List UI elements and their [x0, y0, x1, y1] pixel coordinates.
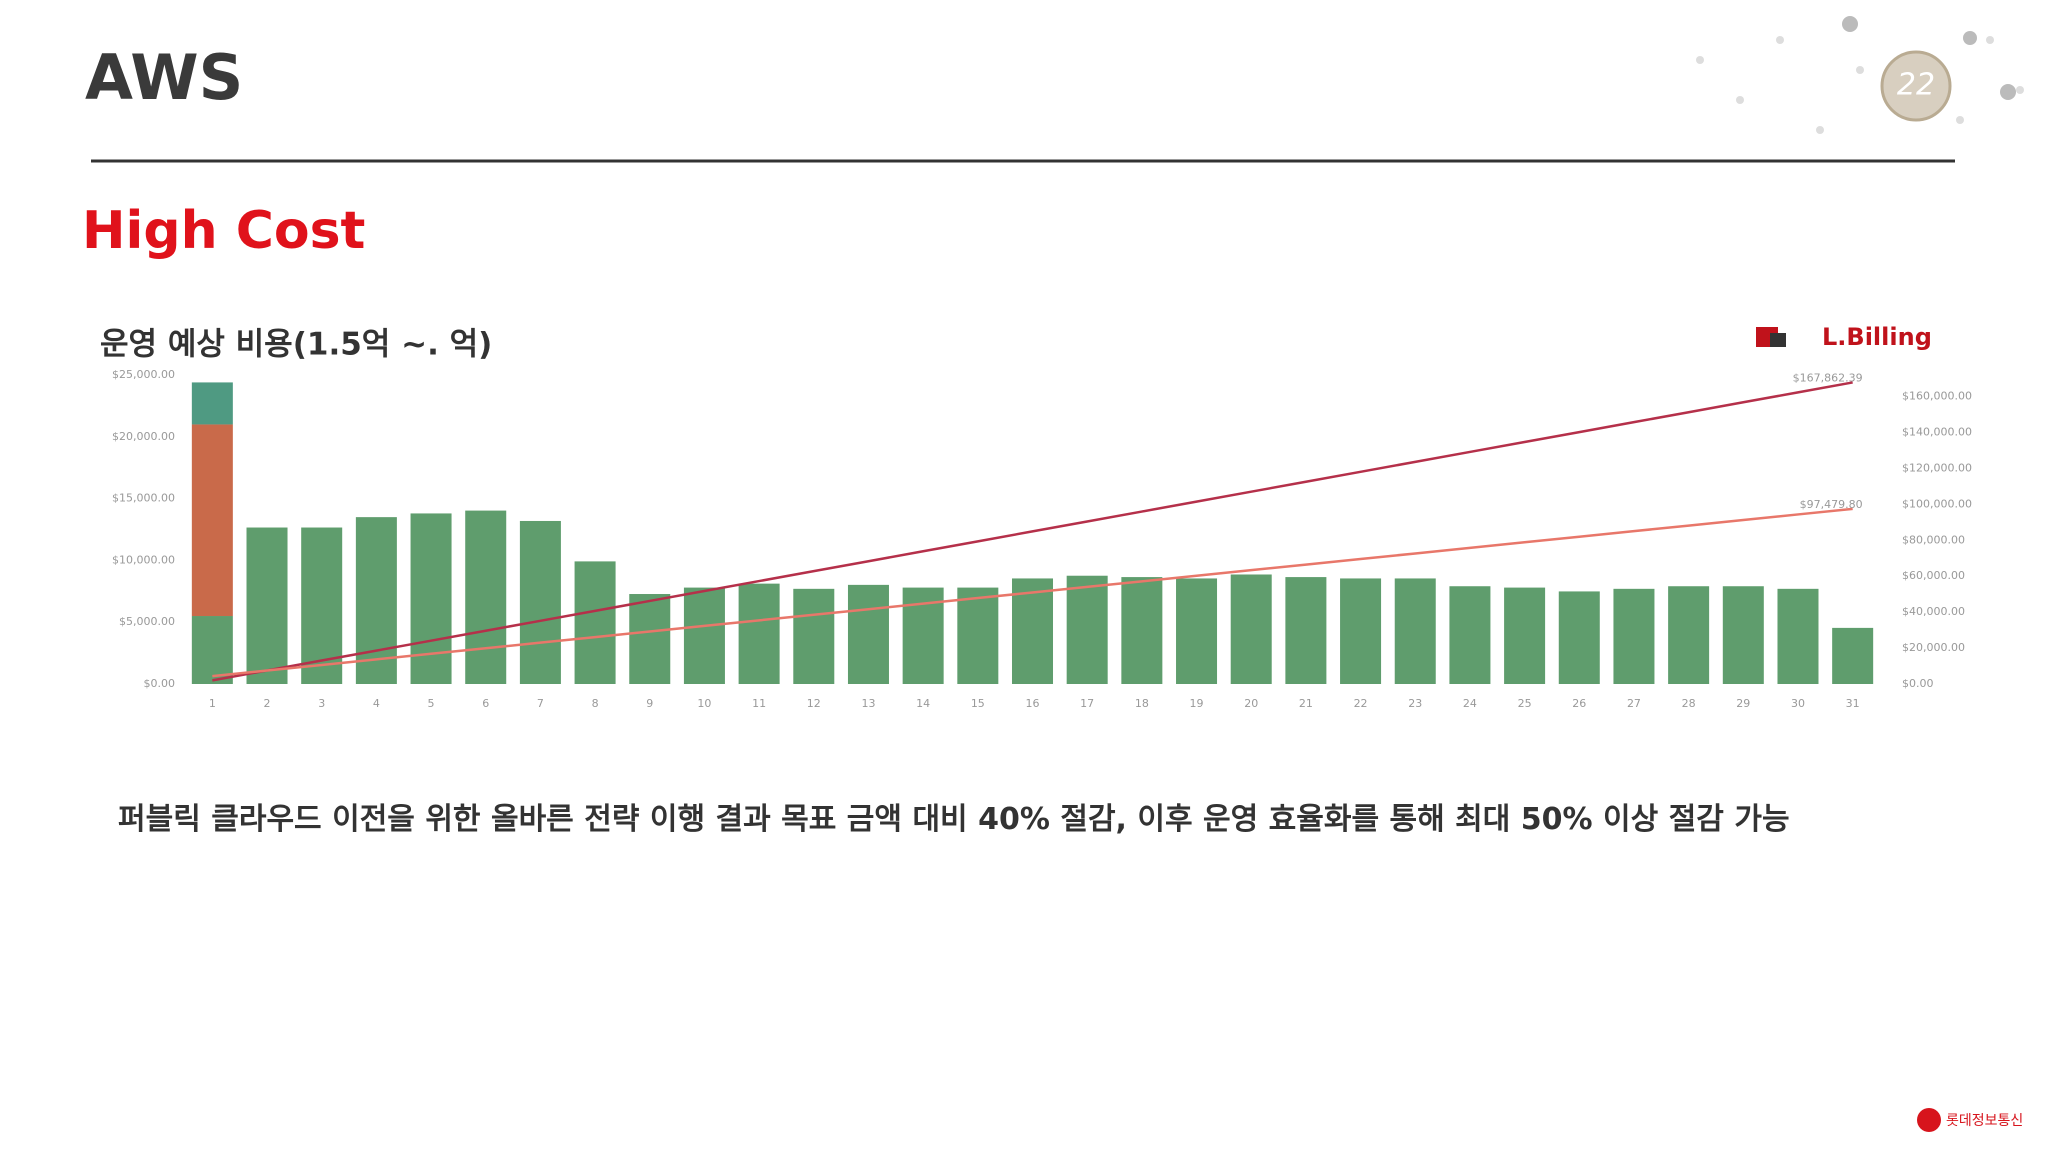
x-tick-label: 24 [1463, 697, 1477, 710]
bar [738, 583, 780, 684]
bar [246, 527, 288, 684]
x-tick-label: 27 [1627, 697, 1641, 710]
y-tick-label: $10,000.00 [112, 553, 175, 566]
bar [1668, 586, 1710, 684]
bar [847, 584, 889, 684]
x-tick-label: 12 [807, 697, 821, 710]
x-tick-label: 29 [1736, 697, 1750, 710]
x-tick-label: 21 [1299, 697, 1313, 710]
y-tick-label: $15,000.00 [112, 492, 175, 505]
x-tick-label: 11 [752, 697, 766, 710]
bar [1558, 591, 1600, 684]
y-tick-label: $20,000.00 [112, 430, 175, 443]
data-label: $167,862.39 [1793, 371, 1863, 384]
x-tick-label: 3 [318, 697, 325, 710]
y2-tick-label: $40,000.00 [1902, 605, 1965, 618]
footer-logo-mark [1917, 1108, 1941, 1132]
bar [1504, 587, 1546, 684]
y-tick-label: $5,000.00 [119, 615, 175, 628]
x-tick-label: 10 [697, 697, 711, 710]
bar [957, 587, 999, 684]
x-tick-label: 25 [1518, 697, 1532, 710]
bar [1449, 586, 1491, 684]
billing-logo [1756, 327, 1786, 347]
x-tick-label: 16 [1026, 697, 1040, 710]
decoration [1696, 16, 2024, 134]
x-tick-label: 13 [861, 697, 875, 710]
bar [683, 587, 725, 684]
y-tick-label: $25,000.00 [112, 368, 175, 381]
bar [1340, 578, 1382, 684]
x-tick-label: 8 [592, 697, 599, 710]
y2-tick-label: $100,000.00 [1902, 497, 1972, 510]
x-tick-label: 9 [646, 697, 653, 710]
bar [1011, 578, 1054, 684]
bar [793, 588, 835, 684]
bar [465, 510, 507, 684]
x-tick-label: 4 [373, 697, 380, 710]
y2-tick-label: $120,000.00 [1902, 461, 1972, 474]
bar [519, 520, 561, 684]
chart: $0.00 $5,000.00 $10,000.00 $15,000.00 $20,00… [112, 368, 1972, 710]
bar [1722, 586, 1764, 684]
x-tick-label: 31 [1846, 697, 1860, 710]
badge: 22 [1897, 68, 1935, 103]
bar [355, 517, 397, 684]
x-tick-label: 28 [1682, 697, 1696, 710]
x-tick-label: 22 [1354, 697, 1368, 710]
x-tick-label: 7 [537, 697, 544, 710]
x-tick-label: 1 [209, 697, 216, 710]
bar [1394, 578, 1436, 684]
x-tick-label: 17 [1080, 697, 1094, 710]
x-tick-label: 23 [1408, 697, 1422, 710]
y2-tick-label: $60,000.00 [1902, 569, 1965, 582]
footer-logo: 롯데정보통신 [1946, 1113, 2023, 1129]
bar [629, 594, 671, 684]
bar [1176, 578, 1218, 684]
page-title: AWS [85, 41, 243, 114]
x-tick-label: 15 [971, 697, 985, 710]
bar [1230, 574, 1272, 684]
bar [410, 513, 452, 684]
bar [1121, 577, 1163, 684]
billing-logo-text: L.Billing [1822, 323, 1932, 351]
y2-tick-label: $140,000.00 [1902, 425, 1972, 438]
x-tick-label: 20 [1244, 697, 1258, 710]
x-tick-label: 30 [1791, 697, 1805, 710]
x-tick-label: 6 [482, 697, 489, 710]
section-title: High Cost [82, 201, 365, 261]
y2-tick-label: $160,000.00 [1902, 390, 1972, 403]
bar [191, 616, 233, 684]
line [212, 507, 1853, 678]
x-tick-label: 2 [264, 697, 271, 710]
x-tick-label: 19 [1190, 697, 1204, 710]
y2-tick-label: $20,000.00 [1902, 641, 1965, 654]
body-text: 퍼블릭 클라우드 이전을 위한 올바른 전략 이행 결과 목표 금액 대비 40… [118, 802, 1790, 837]
bar [1777, 588, 1819, 684]
x-tick-label: 5 [428, 697, 435, 710]
line [212, 381, 1853, 682]
y-tick-label: $0.00 [144, 677, 176, 690]
x-tick-label: 26 [1572, 697, 1586, 710]
bar [191, 424, 233, 617]
bar [1066, 575, 1108, 684]
data-label: $97,479.80 [1800, 498, 1863, 511]
bar [1613, 588, 1655, 684]
y2-tick-label: $80,000.00 [1902, 533, 1965, 546]
bar [574, 561, 616, 684]
x-tick-label: 18 [1135, 697, 1149, 710]
x-tick-label: 14 [916, 697, 930, 710]
bar [1285, 577, 1327, 684]
y2-tick-label: $0.00 [1902, 677, 1934, 690]
chart-title: 운영 예상 비용(1.5억 ~. 억) [100, 327, 492, 363]
bar [191, 382, 233, 425]
bar [1832, 627, 1874, 684]
